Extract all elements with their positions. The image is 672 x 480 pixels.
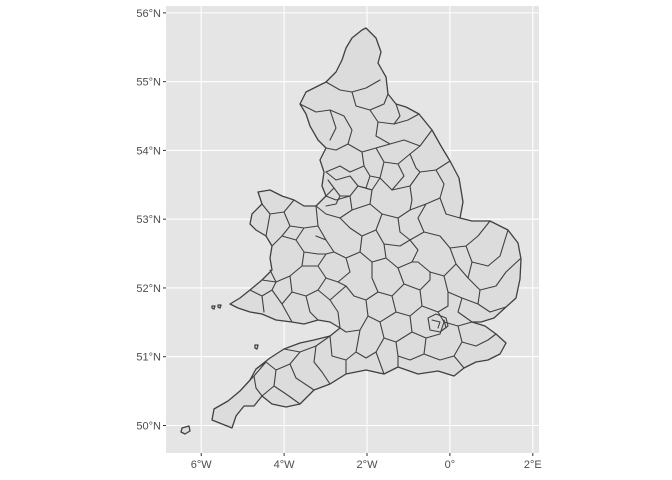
island-lundy: [254, 344, 259, 350]
regions-layer: [180, 27, 522, 435]
district-boundaries: [239, 79, 521, 405]
boundary-cumbria: [299, 103, 353, 151]
boundary-south: [329, 281, 399, 375]
x-tick-label: 2°E: [524, 459, 542, 471]
y-tick-label: 52°N: [136, 283, 161, 295]
island-west-2: [217, 304, 222, 309]
boundary-london: [427, 313, 449, 333]
x-tick-label: 2°W: [357, 459, 379, 471]
y-tick-label: 56°N: [136, 8, 161, 20]
boundary-tyne-durham: [369, 103, 433, 147]
y-tick-label: 53°N: [136, 214, 161, 226]
boundary-midlands: [315, 203, 419, 283]
boundary-north-wales: [261, 199, 305, 237]
x-tick-label: 4°W: [274, 459, 296, 471]
boundary-home-counties: [371, 261, 497, 369]
y-tick-label: 55°N: [136, 77, 161, 89]
y-tick-label: 50°N: [136, 420, 161, 432]
x-axis: 6°W 4°W 2°W 0° 2°E: [191, 453, 542, 471]
x-tick-label: 6°W: [191, 459, 213, 471]
y-tick-label: 51°N: [136, 352, 161, 364]
x-tick-label: 0°: [445, 459, 456, 471]
england-wales-outline: [211, 27, 522, 429]
boundary-merseyside: [325, 179, 351, 207]
boundary-south-wales: [249, 279, 283, 313]
boundary-west-yorkshire: [357, 165, 381, 191]
y-axis: 50°N 51°N 52°N 53°N 54°N 55°N 56°N: [136, 8, 166, 432]
boundary-lincolnshire: [397, 169, 461, 249]
isles-of-scilly: [180, 425, 191, 435]
boundary-east-anglia: [411, 220, 521, 323]
y-tick-label: 54°N: [136, 145, 161, 157]
island-west-1: [211, 305, 216, 310]
boundary-southwest: [239, 335, 331, 405]
